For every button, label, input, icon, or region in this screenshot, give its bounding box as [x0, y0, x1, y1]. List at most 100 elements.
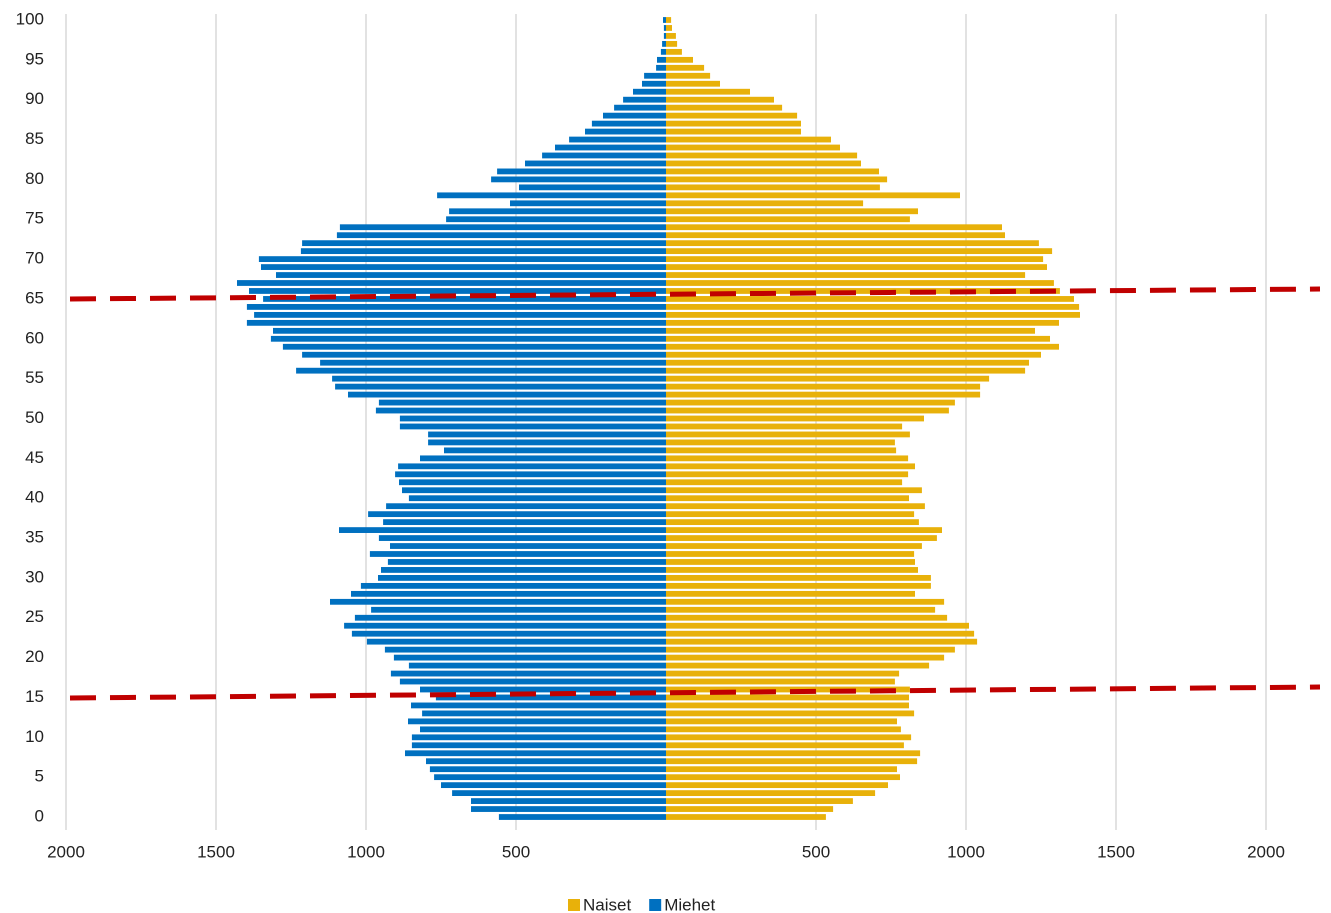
bar [666, 479, 903, 486]
y-tick-label: 35 [25, 528, 44, 547]
bar [666, 670, 900, 677]
bar [390, 543, 666, 549]
bar [666, 535, 937, 541]
bar [666, 304, 1080, 310]
bar [623, 96, 666, 103]
y-tick-label: 50 [25, 408, 44, 427]
bar [666, 559, 915, 565]
bar [666, 575, 931, 581]
bars [237, 17, 1080, 820]
bar [429, 766, 666, 773]
bar [662, 40, 666, 47]
bar [666, 471, 909, 478]
y-tick-label: 70 [25, 249, 44, 268]
bar [666, 280, 1054, 286]
bar [666, 734, 912, 741]
bar [339, 527, 666, 533]
bar [666, 72, 711, 79]
bar [666, 646, 955, 653]
bar [335, 383, 666, 390]
bar [411, 742, 666, 749]
bar [378, 399, 666, 406]
dashed-line [69, 684, 1321, 701]
y-tick-label: 45 [25, 448, 44, 467]
y-tick-label: 40 [25, 488, 44, 507]
x-tick-label: 2000 [47, 842, 85, 861]
y-tick-label: 55 [25, 368, 44, 387]
y-tick-label: 100 [16, 9, 44, 28]
bar [296, 367, 666, 374]
bar [441, 782, 666, 789]
bar [666, 598, 945, 605]
y-tick-label: 60 [25, 328, 44, 347]
bar [330, 598, 666, 605]
y-tick-label: 5 [35, 767, 44, 786]
bar [369, 551, 666, 557]
bar [666, 654, 945, 661]
bar [381, 567, 666, 573]
bar [666, 742, 904, 749]
bar [666, 622, 969, 629]
bar [666, 447, 897, 454]
bar [666, 351, 1041, 358]
bar [666, 208, 918, 215]
y-tick-label: 0 [35, 806, 44, 825]
dashed-line [69, 286, 1321, 302]
bar [282, 343, 666, 350]
bar [666, 638, 978, 645]
bar [666, 335, 1050, 342]
bar [666, 686, 910, 693]
bar [666, 439, 895, 446]
bar [383, 519, 666, 526]
bar [614, 104, 666, 111]
bar [666, 319, 1059, 326]
bar [263, 296, 666, 302]
y-tick-label: 30 [25, 567, 44, 586]
bar [261, 264, 666, 270]
bar [390, 670, 666, 677]
bar [666, 662, 930, 669]
bar [666, 766, 897, 773]
bar [666, 64, 705, 71]
bar [246, 304, 666, 310]
bar [399, 479, 666, 486]
bar [666, 614, 948, 621]
bar [666, 726, 901, 733]
x-tick-label: 2000 [1247, 842, 1285, 861]
bar [273, 327, 666, 334]
bar [422, 710, 666, 717]
bar [666, 798, 853, 804]
bar [666, 311, 1080, 318]
bar [663, 17, 666, 23]
bar [666, 264, 1047, 270]
bar [666, 543, 922, 549]
bar [399, 423, 666, 430]
bar [366, 638, 666, 645]
x-tick-label: 500 [502, 842, 530, 861]
bar [666, 192, 960, 199]
bar [666, 200, 864, 207]
bar [332, 375, 666, 382]
bar [666, 519, 919, 526]
bar [497, 168, 666, 175]
bar [666, 176, 888, 183]
y-tick-label: 95 [25, 49, 44, 68]
bar [666, 391, 981, 398]
bar [663, 25, 666, 31]
bar [666, 232, 1005, 239]
legend-swatch [568, 899, 580, 911]
y-tick-label: 20 [25, 647, 44, 666]
labels: 2000 1500 1000 500 500 1000 1500 20000510152025… [16, 9, 1285, 913]
bar [666, 551, 915, 557]
bar [320, 359, 666, 366]
bar [666, 327, 1035, 334]
legend-label: Naiset [583, 895, 631, 913]
bar [663, 33, 666, 39]
bar [395, 471, 666, 478]
bar [351, 630, 666, 637]
bar [258, 256, 666, 262]
y-tick-label: 90 [25, 89, 44, 108]
bar [666, 718, 897, 725]
bar [666, 168, 879, 175]
bar [339, 224, 666, 231]
